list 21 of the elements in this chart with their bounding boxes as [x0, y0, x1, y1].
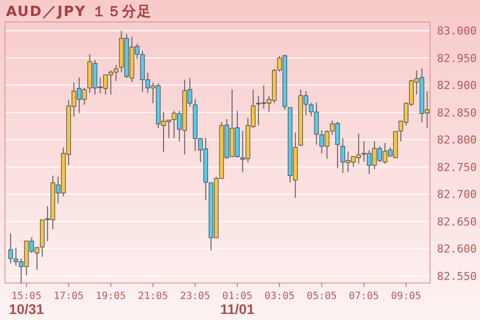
chart-title: AUD／JPY １５分足 — [6, 4, 152, 20]
x-tick-label: 05:05 — [306, 291, 337, 302]
y-tick-label: 82.800 — [437, 134, 477, 147]
x-tick-label: 21:05 — [138, 291, 168, 302]
y-tick-label: 82.950 — [437, 52, 477, 65]
y-tick-label: 82.550 — [437, 270, 477, 283]
x-tick-label: 09:05 — [391, 291, 422, 302]
y-tick-label: 82.750 — [437, 160, 477, 174]
x-tick-label: 17:05 — [54, 291, 84, 302]
x-tick-label: 01:05 11/01 — [220, 291, 255, 317]
y-tick-label: 82.650 — [437, 215, 477, 228]
x-tick-label: 23:05 — [180, 291, 210, 302]
y-tick-label: 82.850 — [437, 106, 477, 120]
x-tick-label: 19:05 — [96, 291, 126, 302]
x-tick-label: 15:05 10/31 — [8, 291, 44, 317]
y-tick-label: 82.900 — [437, 79, 477, 92]
x-tick-label: 07:05 — [348, 291, 379, 302]
y-tick-label: 82.600 — [437, 242, 477, 256]
y-tick-label: 82.700 — [437, 188, 477, 202]
y-tick-label: 83.000 — [437, 24, 477, 38]
x-tick-label: 03:05 — [264, 291, 295, 302]
